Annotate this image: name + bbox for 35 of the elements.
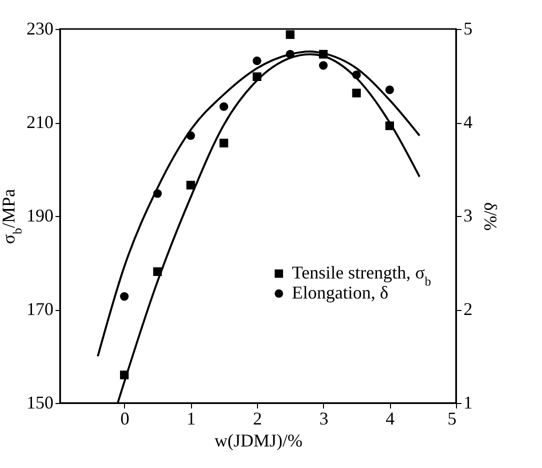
y-tick-label: 150 xyxy=(26,392,54,412)
y2-tick-label: 1 xyxy=(464,392,472,412)
point xyxy=(120,292,129,301)
y2-tick-label: 4 xyxy=(464,112,472,132)
x-tick-label: 5 xyxy=(448,408,456,428)
y-tick-label: 230 xyxy=(26,18,54,38)
x-tick-label: 2 xyxy=(253,408,262,428)
y2-tick-label: 2 xyxy=(464,299,472,319)
point xyxy=(186,180,196,190)
y2-tick-label: 5 xyxy=(464,18,472,38)
point xyxy=(385,85,394,94)
point xyxy=(319,50,328,59)
point xyxy=(153,189,162,198)
legend-label: Elongation, δ xyxy=(292,282,388,303)
x-tick-label: 3 xyxy=(319,408,328,428)
point xyxy=(153,267,162,276)
x-tick-label: 0 xyxy=(120,408,130,428)
x-axis-title: w(JDMJ)/% xyxy=(214,430,302,450)
y2-tick-label: 3 xyxy=(464,206,472,226)
point xyxy=(220,138,228,148)
y2-axis-title: δ/% xyxy=(480,202,500,231)
point xyxy=(220,102,228,111)
point xyxy=(252,72,262,82)
point xyxy=(186,131,196,140)
point xyxy=(385,121,394,130)
y-tick-label: 190 xyxy=(26,206,54,226)
point xyxy=(252,56,262,66)
point xyxy=(352,88,361,98)
x-tick-label: 1 xyxy=(186,408,196,428)
y-tick-label: 210 xyxy=(26,112,54,132)
y-tick-label: 170 xyxy=(26,299,54,319)
point xyxy=(319,61,328,70)
point xyxy=(286,30,294,39)
x-tick-label: 4 xyxy=(386,408,395,428)
point xyxy=(120,370,129,380)
